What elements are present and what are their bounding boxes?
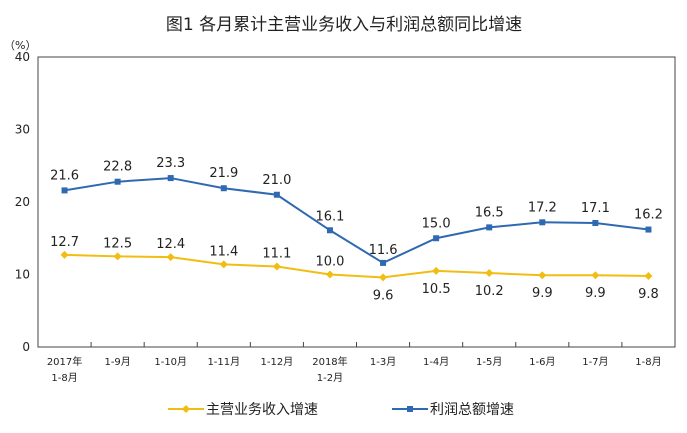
x-tick-label: 1-11月	[207, 356, 240, 368]
data-label: 10.2	[475, 284, 504, 299]
y-tick-label: 30	[15, 123, 30, 137]
y-axis-unit: （%）	[4, 39, 36, 52]
series-line	[64, 253, 649, 279]
data-point	[61, 187, 68, 194]
legend-label: 主营业务收入增速	[206, 402, 318, 418]
y-tick-label: 40	[15, 50, 30, 64]
data-point	[166, 253, 175, 262]
data-label: 15.0	[422, 216, 451, 231]
data-point	[167, 175, 174, 182]
data-label: 16.5	[475, 205, 504, 220]
data-label: 12.5	[103, 236, 132, 251]
data-label: 9.6	[373, 288, 394, 303]
x-tick-label: 2018年	[312, 355, 347, 368]
data-point	[644, 271, 653, 280]
legend-marker	[407, 406, 413, 412]
x-tick-label: 2017年	[47, 355, 82, 368]
data-label: 22.8	[103, 160, 132, 175]
data-label: 21.0	[262, 173, 291, 188]
data-point	[539, 219, 546, 226]
data-point	[219, 260, 228, 269]
data-label: 16.2	[634, 208, 663, 223]
data-label: 12.7	[50, 235, 79, 250]
data-point	[326, 227, 333, 234]
data-label: 9.9	[532, 286, 553, 301]
data-label: 16.1	[315, 209, 344, 224]
data-point	[113, 252, 122, 261]
data-label: 17.2	[528, 200, 557, 215]
x-tick-label: 1-6月	[529, 356, 555, 368]
legend-marker	[182, 405, 190, 413]
data-label: 10.0	[315, 255, 344, 270]
data-point	[325, 270, 334, 279]
y-tick-label: 20	[15, 195, 30, 209]
data-label: 21.6	[50, 168, 79, 183]
plot-frame	[37, 56, 676, 348]
legend-label: 利润总额增速	[430, 402, 514, 418]
data-point	[433, 235, 440, 242]
data-point	[645, 226, 652, 233]
data-point	[379, 273, 388, 282]
data-point	[60, 250, 69, 259]
data-point	[380, 259, 387, 266]
x-tick-label: 1-9月	[104, 356, 130, 368]
x-tick-label: 1-12月	[261, 356, 294, 368]
data-label: 23.3	[156, 156, 185, 171]
x-tick-label: 1-8月	[635, 356, 661, 368]
data-label: 12.4	[156, 237, 185, 252]
y-tick-label: 0	[22, 340, 30, 354]
x-tick-label: 1-2月	[317, 372, 343, 384]
data-label: 9.8	[638, 287, 659, 302]
data-label: 17.1	[581, 201, 610, 216]
data-label: 11.1	[262, 247, 291, 262]
y-tick-label: 10	[15, 268, 30, 282]
x-tick-label: 1-3月	[370, 356, 396, 368]
data-point	[273, 191, 280, 198]
series-line	[64, 177, 649, 265]
x-tick-label: 1-4月	[423, 356, 449, 368]
data-label: 21.9	[209, 166, 238, 181]
data-label: 9.9	[585, 286, 606, 301]
data-label: 10.5	[422, 282, 451, 297]
data-label: 11.4	[209, 244, 238, 259]
data-label: 11.6	[369, 243, 398, 258]
data-point	[432, 266, 441, 275]
x-tick-label: 1-10月	[154, 356, 187, 368]
data-point	[220, 185, 227, 192]
chart-title: 图1 各月累计主营业务收入与利润总额同比增速	[166, 15, 522, 35]
data-point	[114, 178, 121, 185]
data-point	[591, 271, 600, 280]
data-point	[486, 224, 493, 231]
data-point	[592, 220, 599, 227]
data-point	[538, 271, 547, 280]
data-point	[485, 269, 494, 278]
x-tick-label: 1-7月	[582, 356, 608, 368]
data-point	[272, 262, 281, 271]
x-tick-label: 1-5月	[476, 356, 502, 368]
x-tick-label: 1-8月	[51, 372, 77, 384]
